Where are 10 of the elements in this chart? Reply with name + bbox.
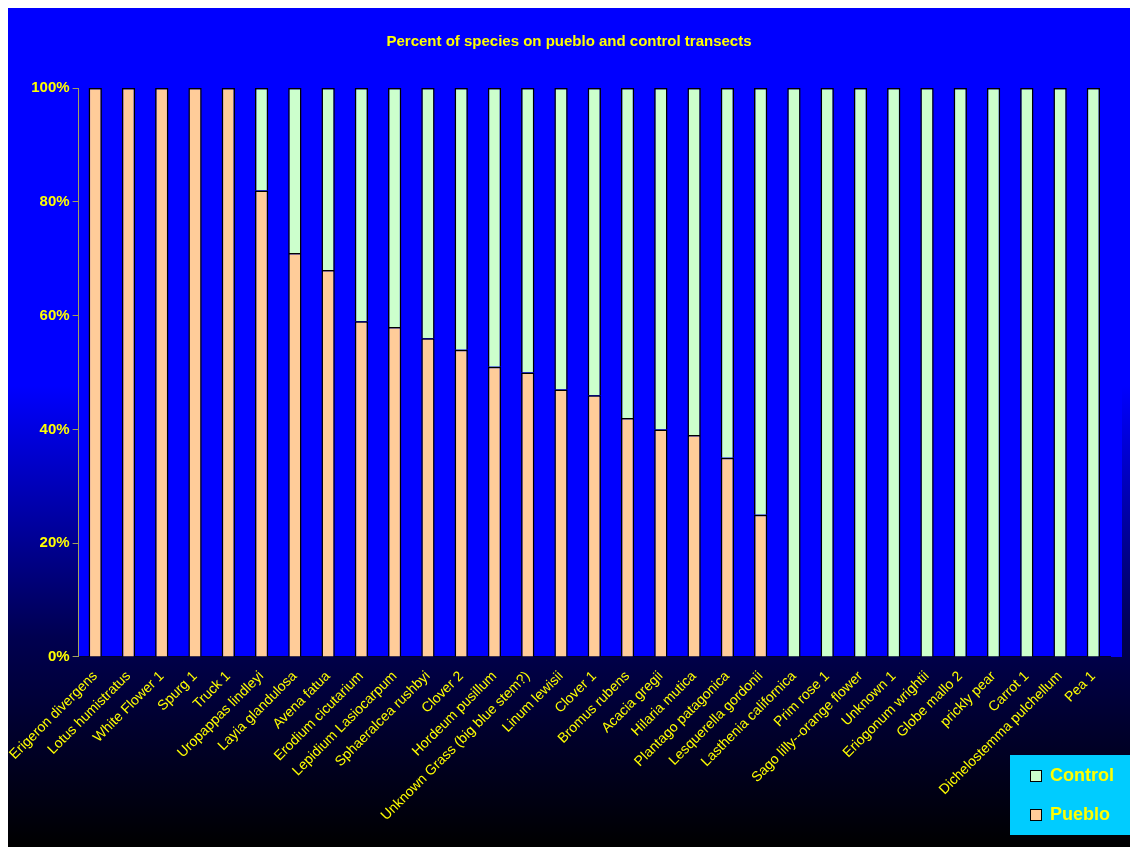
y-tick-label: 100%	[31, 78, 70, 96]
legend-label: Control	[1050, 765, 1114, 786]
y-tick-label: 80%	[39, 191, 70, 209]
y-tick-label: 40%	[39, 419, 70, 437]
legend-label: Pueblo	[1050, 804, 1111, 825]
y-tick-label: 0%	[47, 647, 70, 665]
y-tick-label: 20%	[39, 533, 70, 551]
y-tick-label: 60%	[39, 305, 70, 323]
chart-title: Percent of species on pueblo and control transects	[385, 32, 753, 49]
x-tick-label: Pea 1	[1061, 667, 1099, 705]
